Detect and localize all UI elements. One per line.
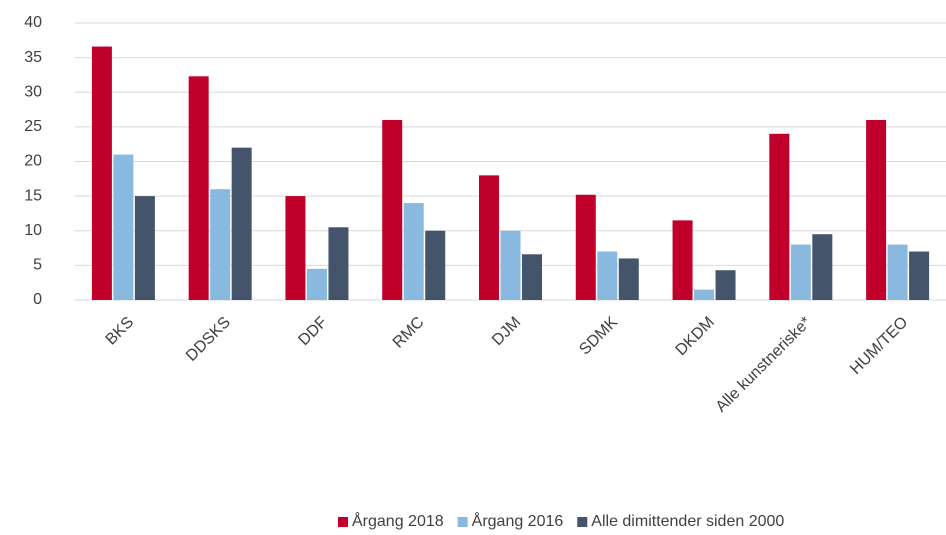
- x-tick-label: RMC: [390, 314, 428, 352]
- bar: [866, 119, 887, 300]
- y-tick-label: 25: [24, 118, 42, 135]
- x-tick-label: DDSKS: [183, 314, 234, 365]
- bar: [790, 244, 811, 300]
- bar: [694, 289, 715, 300]
- x-tick-label: Alle kunstneriske*: [713, 314, 815, 416]
- bar: [382, 119, 403, 300]
- bar: [715, 270, 736, 300]
- bar: [769, 133, 790, 300]
- y-tick-label: 15: [24, 187, 42, 204]
- bar: [522, 254, 542, 300]
- bar: [285, 196, 306, 300]
- legend-label: Årgang 2018: [352, 511, 444, 530]
- x-tick-label: DJM: [489, 314, 524, 349]
- legend-swatch: [457, 517, 468, 527]
- bar: [887, 244, 908, 300]
- bar: [134, 196, 155, 300]
- y-tick-label: 10: [24, 222, 42, 239]
- legend-swatch: [338, 517, 348, 527]
- bar: [113, 154, 134, 300]
- bar: [403, 203, 424, 300]
- bar: [188, 76, 209, 300]
- legend-label: Alle dimittender siden 2000: [591, 513, 784, 530]
- bar: [812, 234, 833, 300]
- legend-swatch: [577, 517, 588, 527]
- y-tick-label: 0: [33, 291, 42, 308]
- y-tick-label: 20: [24, 153, 42, 170]
- bar: [500, 230, 521, 300]
- bar: [909, 251, 930, 300]
- y-tick-label: 5: [33, 257, 42, 274]
- y-tick-label: 35: [24, 49, 42, 66]
- y-tick-label: 30: [24, 83, 42, 100]
- bar: [479, 175, 499, 300]
- x-tick-label: BKS: [103, 314, 138, 349]
- bar: [618, 258, 639, 300]
- bar: [231, 147, 252, 300]
- x-tick-label: SDMK: [576, 314, 621, 359]
- bar: [425, 230, 446, 300]
- bar: [91, 46, 112, 300]
- bar: [672, 220, 693, 300]
- bar: [575, 194, 596, 300]
- bar: [306, 268, 327, 300]
- bar: [210, 189, 231, 300]
- x-tick-label: DDF: [295, 314, 330, 349]
- x-tick-label: HUM/TEO: [847, 314, 911, 378]
- x-tick-label: DKDM: [673, 314, 718, 359]
- bar: [597, 251, 618, 300]
- bar: [328, 227, 349, 300]
- y-tick-label: 40: [24, 14, 42, 31]
- legend-label: Årgang 2016: [472, 511, 564, 530]
